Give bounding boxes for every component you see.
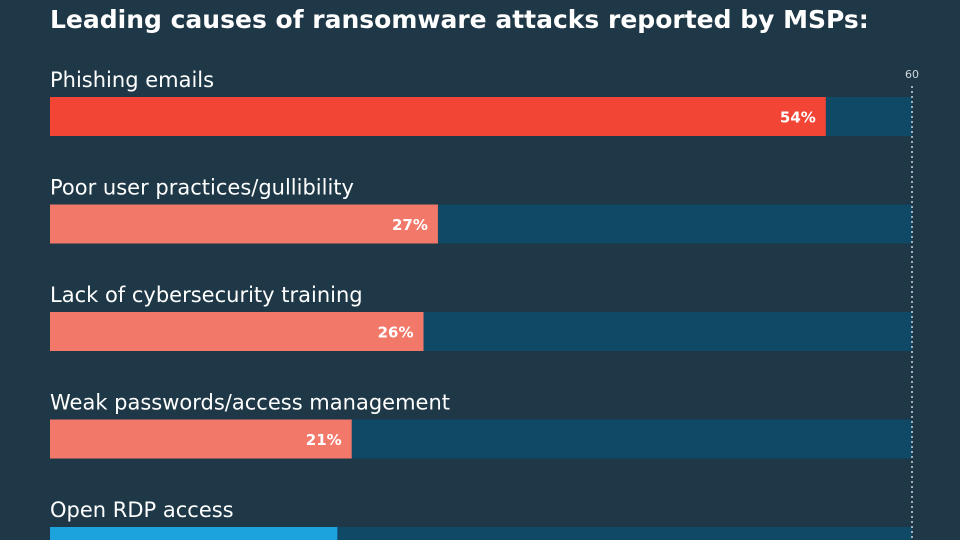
category-label: Lack of cybersecurity training	[50, 283, 363, 307]
bar	[50, 527, 338, 540]
category-label: Open RDP access	[50, 498, 234, 522]
value-label: 54%	[780, 109, 816, 127]
value-labels: 54% 27% 26% 21% 20%	[291, 109, 815, 540]
value-label: 20%	[291, 539, 327, 540]
bar	[50, 419, 352, 459]
chart-title: Leading causes of ransomware attacks rep…	[50, 5, 869, 34]
bar	[50, 312, 424, 351]
category-label: Poor user practices/gullibility	[50, 176, 354, 200]
category-label: Weak passwords/access management	[50, 391, 450, 415]
bars	[50, 97, 826, 540]
value-label: 21%	[306, 431, 342, 449]
value-label: 27%	[392, 216, 428, 234]
category-label: Phishing emails	[50, 68, 214, 92]
value-label: 26%	[378, 324, 414, 342]
bar	[50, 97, 826, 136]
bar	[50, 204, 438, 244]
category-labels: Phishing emails Poor user practices/gulli…	[50, 68, 450, 522]
axis-max-label: 60	[905, 68, 919, 81]
